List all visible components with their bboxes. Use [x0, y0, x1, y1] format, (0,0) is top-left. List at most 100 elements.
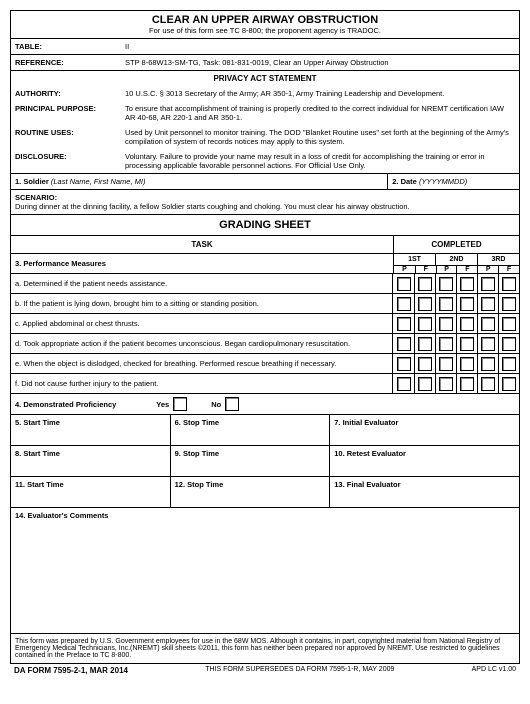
pf-cell — [435, 314, 456, 333]
footer-left: DA FORM 7595-2-1, MAR 2014 — [14, 666, 128, 675]
pf-checkbox[interactable] — [460, 337, 474, 351]
pf-cell — [393, 374, 414, 393]
pf-checkbox[interactable] — [481, 337, 495, 351]
measure-text: c. Applied abdominal or chest thrusts. — [11, 314, 392, 333]
form-subtitle: For use of this form see TC 8-800; the p… — [11, 26, 519, 39]
pf-checkbox[interactable] — [397, 377, 411, 391]
pf-cell — [393, 314, 414, 333]
pf-checkbox[interactable] — [397, 317, 411, 331]
pf-cell — [456, 294, 477, 313]
pf-checkbox[interactable] — [460, 297, 474, 311]
yes-checkbox[interactable] — [173, 397, 187, 411]
pf-checkbox[interactable] — [439, 337, 453, 351]
pf-cell — [456, 374, 477, 393]
scenario-label: SCENARIO: — [15, 193, 515, 202]
start-time-field[interactable]: 11. Start Time — [11, 477, 171, 507]
reference-value: STP 8-68W13-SM-TG, Task: 081-831-0019, C… — [121, 55, 519, 70]
date-field[interactable]: 2. Date (YYYYMMDD) — [388, 174, 519, 189]
task-label: TASK — [11, 236, 393, 254]
pf-checkbox[interactable] — [502, 297, 516, 311]
pf-checkbox[interactable] — [460, 357, 474, 371]
pf-checkbox[interactable] — [418, 297, 432, 311]
pf-checkbox[interactable] — [439, 297, 453, 311]
pf-checkbox[interactable] — [439, 317, 453, 331]
pf-checkbox[interactable] — [397, 337, 411, 351]
privacy-label: PRINCIPAL PURPOSE: — [11, 101, 121, 125]
pf-f-1: F — [415, 266, 436, 273]
measure-row: b. If the patient is lying down, brought… — [11, 294, 519, 314]
measures-header-row: 3. Performance Measures 1ST 2ND 3RD P F … — [11, 254, 519, 274]
reference-row: REFERENCE: STP 8-68W13-SM-TG, Task: 081-… — [11, 55, 519, 71]
soldier-label: 1. Soldier — [15, 177, 49, 186]
pf-checkbox[interactable] — [481, 377, 495, 391]
pf-checkbox[interactable] — [481, 357, 495, 371]
comments-field[interactable]: 14. Evaluator's Comments — [11, 508, 519, 633]
grading-heading: GRADING SHEET — [11, 215, 519, 236]
pf-cell — [414, 354, 435, 373]
pf-grid — [392, 374, 519, 393]
pf-checkbox[interactable] — [460, 377, 474, 391]
soldier-hint: (Last Name, First Name, MI) — [51, 177, 146, 186]
soldier-field[interactable]: 1. Soldier (Last Name, First Name, MI) — [11, 174, 388, 189]
pf-checkbox[interactable] — [460, 317, 474, 331]
evaluator-field[interactable]: 13. Final Evaluator — [330, 477, 519, 507]
evaluator-field[interactable]: 10. Retest Evaluator — [330, 446, 519, 476]
soldier-date-row: 1. Soldier (Last Name, First Name, MI) 2… — [11, 173, 519, 190]
privacy-label: AUTHORITY: — [11, 86, 121, 101]
pf-checkbox[interactable] — [502, 277, 516, 291]
pf-cell — [498, 294, 519, 313]
pf-checkbox[interactable] — [502, 317, 516, 331]
pf-checkbox[interactable] — [418, 357, 432, 371]
stop-time-field[interactable]: 9. Stop Time — [171, 446, 331, 476]
pf-cell — [498, 374, 519, 393]
measure-text: a. Determined if the patient needs assis… — [11, 274, 392, 293]
measure-text: f. Did not cause further injury to the p… — [11, 374, 392, 393]
pf-checkbox[interactable] — [502, 357, 516, 371]
evaluator-field[interactable]: 7. Initial Evaluator — [330, 415, 519, 445]
time-row: 8. Start Time 9. Stop Time 10. Retest Ev… — [11, 446, 519, 477]
start-time-field[interactable]: 5. Start Time — [11, 415, 171, 445]
no-label: No — [211, 400, 221, 409]
footer-right: APD LC v1.00 — [472, 666, 516, 675]
proficiency-row: 4. Demonstrated Proficiency Yes No — [11, 394, 519, 415]
pf-cell — [477, 354, 498, 373]
stop-time-field[interactable]: 6. Stop Time — [171, 415, 331, 445]
date-hint: (YYYYMMDD) — [419, 177, 467, 186]
pf-checkbox[interactable] — [439, 357, 453, 371]
privacy-label: DISCLOSURE: — [11, 149, 121, 173]
completed-label: COMPLETED — [393, 236, 519, 254]
attempt-2: 2ND — [436, 254, 478, 265]
pf-checkbox[interactable] — [397, 357, 411, 371]
pf-checkbox[interactable] — [397, 277, 411, 291]
pf-checkbox[interactable] — [418, 337, 432, 351]
pf-checkbox[interactable] — [418, 377, 432, 391]
stop-time-field[interactable]: 12. Stop Time — [171, 477, 331, 507]
no-checkbox[interactable] — [225, 397, 239, 411]
pf-cell — [393, 334, 414, 353]
pf-checkbox[interactable] — [502, 337, 516, 351]
pf-p-3: P — [477, 266, 498, 273]
privacy-value: 10 U.S.C. § 3013 Secretary of the Army; … — [121, 86, 519, 101]
pf-cell — [498, 274, 519, 293]
privacy-row: ROUTINE USES:Used by Unit personnel to m… — [11, 125, 519, 149]
measure-row: f. Did not cause further injury to the p… — [11, 374, 519, 394]
privacy-row: AUTHORITY:10 U.S.C. § 3013 Secretary of … — [11, 86, 519, 101]
pf-checkbox[interactable] — [439, 277, 453, 291]
time-row: 5. Start Time 6. Stop Time 7. Initial Ev… — [11, 415, 519, 446]
pf-checkbox[interactable] — [439, 377, 453, 391]
pf-checkbox[interactable] — [418, 317, 432, 331]
pf-checkbox[interactable] — [502, 377, 516, 391]
pf-checkbox[interactable] — [418, 277, 432, 291]
pf-grid — [392, 314, 519, 333]
pf-cell — [393, 274, 414, 293]
pf-grid — [392, 334, 519, 353]
pf-checkbox[interactable] — [481, 317, 495, 331]
pf-f-3: F — [498, 266, 519, 273]
start-time-field[interactable]: 8. Start Time — [11, 446, 171, 476]
pf-cell — [414, 294, 435, 313]
reference-label: REFERENCE: — [11, 55, 121, 70]
pf-checkbox[interactable] — [481, 297, 495, 311]
pf-checkbox[interactable] — [481, 277, 495, 291]
pf-checkbox[interactable] — [460, 277, 474, 291]
pf-checkbox[interactable] — [397, 297, 411, 311]
